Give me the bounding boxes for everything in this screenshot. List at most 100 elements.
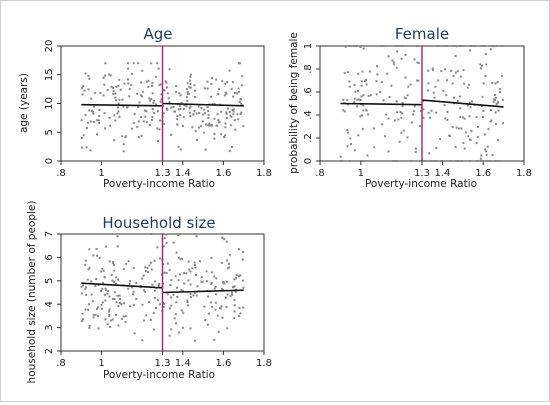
- y-tick-label: .6: [303, 87, 314, 97]
- scatter-point: [115, 301, 118, 304]
- scatter-point: [203, 305, 206, 308]
- scatter-point: [442, 90, 445, 93]
- scatter-point: [148, 97, 151, 100]
- scatter-point: [145, 121, 148, 124]
- scatter-point: [236, 113, 239, 116]
- scatter-point: [481, 116, 484, 119]
- scatter-point: [84, 113, 87, 116]
- scatter-point: [117, 106, 120, 109]
- scatter-point: [226, 327, 229, 330]
- scatter-point: [240, 102, 243, 105]
- scatter-point: [136, 92, 139, 95]
- scatter-point: [401, 105, 404, 108]
- scatter-point: [200, 280, 203, 283]
- scatter-point: [210, 77, 213, 80]
- scatter-point: [132, 122, 135, 125]
- scatter-point: [454, 146, 457, 149]
- scatter-point: [174, 275, 177, 278]
- scatter-point: [106, 292, 109, 295]
- scatter-point: [135, 281, 138, 284]
- scatter-point: [217, 330, 220, 333]
- scatter-point: [180, 102, 183, 105]
- scatter-point: [395, 100, 398, 103]
- x-tick-label: .8: [315, 168, 325, 179]
- scatter-point: [175, 286, 178, 289]
- scatter-point: [242, 125, 245, 128]
- scatter-point: [124, 320, 127, 323]
- panel-age: Age Poverty-income Ratio age (years) .8 1…: [18, 25, 272, 190]
- scatter-point: [114, 99, 117, 102]
- scatter-point: [94, 313, 97, 316]
- fit-lines: [340, 46, 504, 161]
- scatter-point: [122, 315, 125, 318]
- x-tick-label: 1: [98, 168, 104, 179]
- scatter-point: [170, 304, 173, 307]
- scatter-point: [101, 301, 104, 304]
- fit-line-right: [162, 102, 244, 107]
- scatter-point: [152, 101, 155, 104]
- scatter-point: [434, 85, 437, 88]
- scatter-point: [97, 327, 100, 330]
- scatter-point: [210, 82, 213, 85]
- scatter-point: [216, 113, 219, 116]
- scatter-point: [440, 160, 443, 162]
- y-ticks: 0 5 10 15 20: [44, 40, 61, 164]
- scatter-point: [124, 315, 127, 318]
- scatter-point: [362, 104, 365, 107]
- scatter-point: [111, 261, 114, 264]
- scatter-point: [177, 233, 180, 236]
- scatter-point: [140, 94, 143, 97]
- scatter-point: [431, 67, 434, 70]
- scatter-point: [230, 87, 233, 90]
- scatter-point: [387, 55, 390, 58]
- scatter-point: [189, 327, 192, 330]
- scatter-point: [476, 160, 479, 162]
- scatter-point: [113, 114, 116, 117]
- scatter-point: [100, 289, 103, 292]
- scatter-point: [179, 107, 182, 110]
- scatter-point: [162, 112, 165, 115]
- scatter-point: [94, 284, 97, 287]
- scatter-point: [404, 76, 407, 79]
- scatter-point: [120, 303, 123, 306]
- scatter-point: [232, 95, 235, 98]
- scatter-point: [226, 81, 229, 84]
- scatter-point: [443, 68, 446, 71]
- scatter-point: [205, 270, 208, 273]
- scatter-point: [117, 305, 120, 308]
- scatter-point: [114, 96, 117, 99]
- scatter-point: [180, 258, 183, 261]
- scatter-point: [189, 75, 192, 78]
- scatter-point: [185, 272, 188, 275]
- scatter-point: [210, 281, 213, 284]
- scatter-point: [238, 100, 241, 103]
- scatter-point: [118, 302, 121, 305]
- scatter-point: [209, 301, 212, 304]
- scatter-point: [182, 107, 185, 110]
- scatter-point: [186, 82, 189, 85]
- scatter-point: [163, 271, 166, 274]
- scatter-point: [90, 280, 93, 283]
- scatter-point: [150, 62, 153, 65]
- scatter-point: [122, 105, 125, 108]
- scatter-point: [466, 104, 469, 107]
- scatter-point: [204, 148, 207, 151]
- scatter-point: [445, 45, 448, 47]
- scatter-point: [393, 119, 396, 122]
- scatter-point: [131, 72, 134, 75]
- scatter-point: [485, 153, 488, 156]
- scatter-point: [81, 292, 84, 295]
- scatter-point: [231, 294, 234, 297]
- panel-title: Female: [395, 25, 449, 43]
- scatter-point: [361, 160, 364, 162]
- scatter-point: [500, 45, 503, 47]
- scatter-point: [186, 90, 189, 93]
- scatter-point: [470, 100, 473, 103]
- scatter-point: [181, 326, 184, 329]
- scatter-point: [361, 114, 364, 117]
- scatter-point: [142, 274, 145, 277]
- scatter-point: [436, 45, 439, 47]
- scatter-point: [103, 112, 106, 115]
- scatter-point: [82, 318, 85, 321]
